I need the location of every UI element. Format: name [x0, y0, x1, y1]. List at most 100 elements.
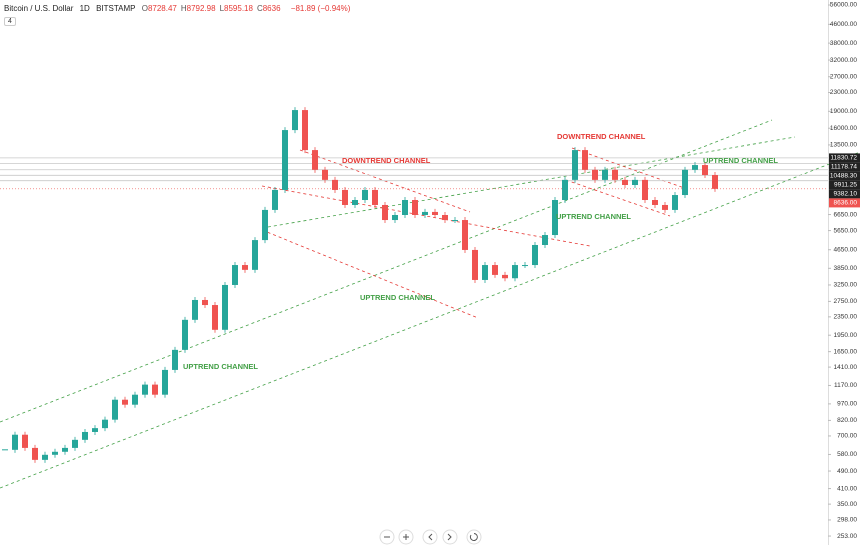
candle	[312, 150, 318, 170]
y-tick-label: 32000.00	[830, 57, 857, 64]
price-label-box	[829, 171, 860, 181]
trend-line	[261, 229, 479, 319]
ohlc-value: 8792.98	[186, 4, 216, 13]
candle	[692, 165, 698, 170]
candle	[102, 419, 108, 429]
candle	[522, 265, 528, 267]
price-label: 11178.74	[831, 164, 858, 171]
candle	[382, 204, 388, 221]
interval: 1D	[79, 4, 90, 13]
candle	[612, 169, 618, 180]
trend-line	[0, 151, 860, 489]
candle	[232, 265, 238, 285]
y-tick-label: 1170.00	[834, 382, 857, 389]
candle	[452, 220, 458, 222]
ohlc-label: C	[256, 4, 263, 13]
y-tick-label: 56000.00	[830, 2, 857, 9]
candle	[502, 274, 508, 279]
candle	[532, 244, 538, 266]
y-tick-label: 23000.00	[830, 89, 857, 96]
icon	[447, 533, 452, 541]
candle	[472, 249, 478, 280]
trend-line	[261, 136, 796, 229]
candle	[662, 204, 668, 210]
candle	[682, 169, 688, 196]
y-tick-label: 3850.00	[834, 265, 858, 272]
candle	[632, 179, 638, 186]
ohlc-label: O	[141, 4, 148, 13]
y-tick-label: 6650.00	[834, 211, 858, 218]
candle	[142, 384, 148, 395]
candle	[272, 189, 278, 210]
y-tick-label: 1410.00	[834, 364, 858, 371]
candle	[542, 235, 548, 245]
change: −81.89 (−0.94%)	[290, 4, 351, 13]
y-tick-label: 2350.00	[834, 314, 858, 321]
candle	[652, 200, 658, 205]
candle	[642, 179, 648, 201]
candle	[702, 165, 708, 176]
candle	[82, 431, 88, 440]
ohlc-label: L	[219, 4, 225, 13]
candle	[482, 265, 488, 280]
candle	[322, 169, 328, 180]
candle	[412, 200, 418, 215]
candle	[32, 447, 38, 460]
scroll-right-button[interactable]	[442, 529, 458, 545]
y-tick-label: 38000.00	[830, 40, 857, 47]
candle	[672, 195, 678, 210]
candle	[572, 150, 578, 180]
candle	[712, 175, 718, 189]
price-label-box	[829, 189, 860, 199]
y-tick-label: 820.00	[837, 417, 857, 424]
candle	[132, 394, 138, 405]
candle	[192, 299, 198, 320]
indicator-badge[interactable]: 4	[4, 17, 16, 26]
candle	[42, 454, 48, 460]
reset-button[interactable]	[466, 529, 482, 545]
candle	[512, 265, 518, 279]
y-tick-label: 350.00	[837, 501, 857, 508]
symbol: Bitcoin / U.S. Dollar	[4, 4, 74, 13]
candle	[262, 209, 268, 241]
annotation: UPTREND CHANNEL	[556, 212, 631, 221]
y-tick-label: 13500.00	[830, 142, 857, 149]
candle	[332, 179, 338, 190]
ohlc-value: 8636	[262, 4, 281, 13]
scroll-left-button[interactable]	[422, 529, 438, 545]
candle	[172, 349, 178, 370]
candle	[492, 265, 498, 275]
y-tick-label: 4650.00	[834, 246, 858, 253]
candle	[202, 299, 208, 306]
y-tick-label: 1650.00	[834, 348, 858, 355]
y-tick-label: 580.00	[837, 451, 857, 458]
candle	[72, 439, 78, 448]
last-price-box	[829, 198, 860, 208]
exchange: BITSTAMP	[96, 4, 136, 13]
candle	[222, 284, 228, 330]
candle	[352, 200, 358, 205]
ohlc-value: 8595.18	[224, 4, 253, 13]
icon	[469, 533, 478, 541]
candle	[212, 305, 218, 330]
candle	[302, 110, 308, 151]
y-tick-label: 2750.00	[834, 298, 858, 305]
price-label-box	[829, 153, 860, 163]
candle	[282, 130, 288, 190]
ohlc: O8728.47 H8792.98 L8595.18 C8636	[142, 4, 285, 13]
candle	[52, 451, 58, 455]
candle	[562, 179, 568, 201]
price-label: 9382.10	[834, 191, 858, 198]
trend-line	[565, 179, 671, 217]
candle	[162, 369, 168, 395]
y-tick-label: 3250.00	[834, 282, 858, 289]
candle	[582, 150, 588, 170]
y-tick-label: 253.00	[837, 533, 857, 540]
candle	[432, 211, 438, 215]
toolbar	[379, 529, 482, 545]
y-tick-label: 19000.00	[830, 108, 857, 115]
candle	[422, 211, 428, 215]
y-tick-label: 700.00	[837, 433, 857, 440]
ohlc-label: H	[180, 4, 187, 13]
